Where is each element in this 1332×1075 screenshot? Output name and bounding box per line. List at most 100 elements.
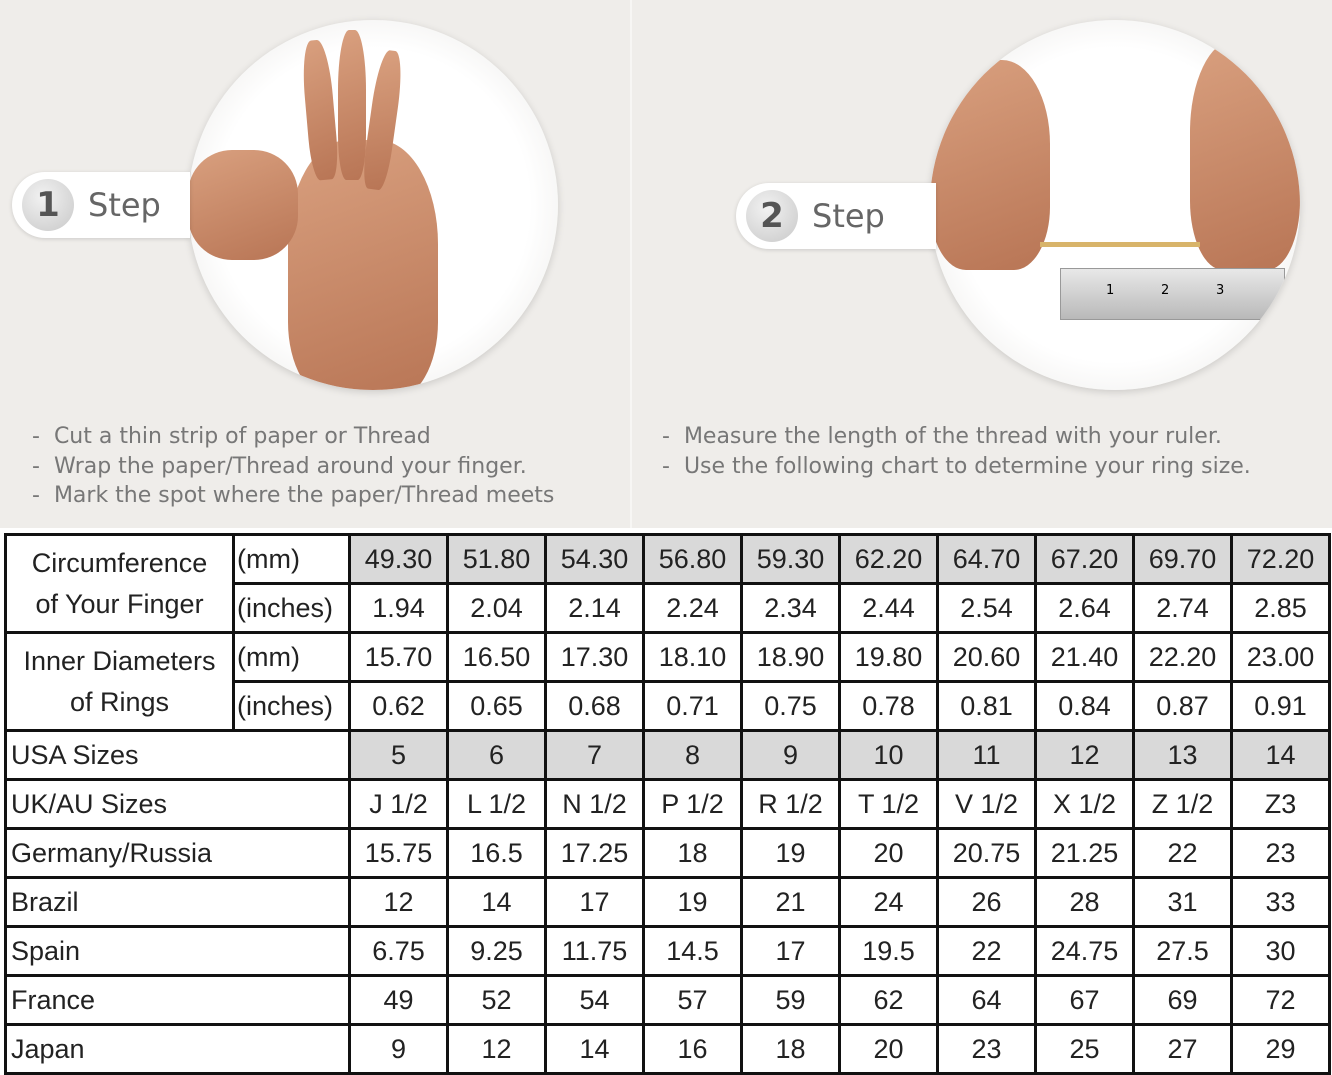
table-cell: 67 (1034, 974, 1135, 1026)
table-cell: N 1/2 (544, 778, 645, 830)
table-cell: 18.90 (740, 631, 841, 683)
table-row: Germany/Russia 15.75 16.5 17.25 18 19 20 20.75 2… (4, 827, 1331, 879)
table-cell: 6.75 (348, 925, 449, 977)
table-cell: 2.34 (740, 582, 841, 634)
inner-diameter-row-mm: Inner Diameters of Rings (mm) 15.70 16.50 17.… (4, 631, 1331, 732)
table-cell: 26 (936, 876, 1037, 928)
unit-label: (mm) (232, 533, 351, 585)
step-number: 2 (746, 190, 798, 242)
table-cell: J 1/2 (348, 778, 449, 830)
instruction: Wrap the paper/Thread around your finger… (32, 452, 554, 482)
table-cell: 13 (1132, 729, 1233, 781)
ring-size-chart: Circumference of Your Finger (mm) 49.30 51.8… (4, 533, 1331, 1075)
table-cell: 2.64 (1034, 582, 1135, 634)
table-cell: 72.20 (1230, 533, 1331, 585)
label-line: Inner Diameters (23, 645, 216, 676)
table-cell: R 1/2 (740, 778, 841, 830)
table-cell: 59 (740, 974, 841, 1026)
unit-label: (mm) (232, 631, 351, 683)
table-cell: 15.70 (348, 631, 449, 683)
table-cell: 7 (544, 729, 645, 781)
instructions-section: 1 Step Cut a thin strip of paper or Thre… (0, 0, 1332, 528)
table-cell: 17.25 (544, 827, 645, 879)
table-cell: 15.75 (348, 827, 449, 879)
circumference-row-mm: Circumference of Your Finger (mm) 49.30 51.8… (4, 533, 1331, 634)
row-label: Brazil (4, 876, 351, 928)
table-cell: 62 (838, 974, 939, 1026)
table-cell: 67.20 (1034, 533, 1135, 585)
table-cell: L 1/2 (446, 778, 547, 830)
table-cell: 22.20 (1132, 631, 1233, 683)
table-cell: 30 (1230, 925, 1331, 977)
unit-label: (inches) (232, 582, 351, 634)
table-cell: 21.25 (1034, 827, 1135, 879)
inner-diameter-row-inches: (inches) 0.62 0.65 0.68 0.71 0.75 0.78 0.81 0.84… (6, 680, 1331, 732)
table-cell: 22 (936, 925, 1037, 977)
table-cell: 14.5 (642, 925, 743, 977)
table-cell: 9.25 (446, 925, 547, 977)
table-cell: 51.80 (446, 533, 547, 585)
table-cell: 17.30 (544, 631, 645, 683)
thread (1040, 242, 1200, 247)
table-cell: 57 (642, 974, 743, 1026)
step-number: 1 (22, 179, 74, 231)
table-cell: 31 (1132, 876, 1233, 928)
table-cell: 64 (936, 974, 1037, 1026)
table-cell: 0.81 (936, 680, 1037, 732)
table-cell: 2.24 (642, 582, 743, 634)
table-cell: 62.20 (838, 533, 939, 585)
table-cell: 14 (544, 1023, 645, 1075)
instruction: Measure the length of the thread with yo… (662, 422, 1251, 452)
table-cell: 19 (740, 827, 841, 879)
circumference-row-inches: (inches) 1.94 2.04 2.14 2.24 2.34 2.44 2.54 2.64… (6, 582, 1331, 634)
table-cell: 14 (1230, 729, 1331, 781)
table-cell: 18 (642, 827, 743, 879)
table-cell: 23 (1230, 827, 1331, 879)
table-row: UK/AU Sizes J 1/2 L 1/2 N 1/2 P 1/2 R 1/2 T 1/… (4, 778, 1331, 830)
table-cell: 0.71 (642, 680, 743, 732)
table-cell: 22 (1132, 827, 1233, 879)
table-cell: 49.30 (348, 533, 449, 585)
step-2-panel: 1 2 3 2 Step Measure the length of the t… (630, 0, 1332, 528)
table-cell: 8 (642, 729, 743, 781)
table-cell: 69 (1132, 974, 1233, 1026)
step-1-badge: 1 Step (12, 172, 190, 238)
table-row: Spain 6.75 9.25 11.75 14.5 17 19.5 22 24.75 27.5 3… (4, 925, 1331, 977)
row-label: Japan (4, 1023, 351, 1075)
table-cell: 19 (642, 876, 743, 928)
table-cell: 20.60 (936, 631, 1037, 683)
table-cell: 18 (740, 1023, 841, 1075)
table-cell: 2.04 (446, 582, 547, 634)
table-row: USA Sizes 5 6 7 8 9 10 11 12 13 14 (4, 729, 1331, 781)
table-cell: 0.65 (446, 680, 547, 732)
table-cell: 33 (1230, 876, 1331, 928)
table-cell: 54.30 (544, 533, 645, 585)
step-1-instructions: Cut a thin strip of paper or Thread Wrap… (32, 422, 554, 511)
label-line: of Rings (69, 686, 170, 717)
table-cell: 72 (1230, 974, 1331, 1026)
table-cell: 0.68 (544, 680, 645, 732)
table-cell: 0.91 (1230, 680, 1331, 732)
table-cell: 2.85 (1230, 582, 1331, 634)
table-cell: 14 (446, 876, 547, 928)
table-cell: 0.87 (1132, 680, 1233, 732)
table-cell: 9 (740, 729, 841, 781)
step-label: Step (812, 197, 885, 235)
table-cell: 64.70 (936, 533, 1037, 585)
instruction: Use the following chart to determine you… (662, 452, 1251, 482)
table-cell: 1.94 (348, 582, 449, 634)
table-cell: 27.5 (1132, 925, 1233, 977)
table-cell: 11 (936, 729, 1037, 781)
table-cell: 12 (1034, 729, 1135, 781)
table-cell: 0.84 (1034, 680, 1135, 732)
table-cell: X 1/2 (1034, 778, 1135, 830)
step-2-badge: 2 Step (736, 183, 936, 249)
table-cell: 0.75 (740, 680, 841, 732)
table-cell: 56.80 (642, 533, 743, 585)
table-cell: 2.74 (1132, 582, 1233, 634)
table-cell: 21.40 (1034, 631, 1135, 683)
table-cell: Z 1/2 (1132, 778, 1233, 830)
table-cell: T 1/2 (838, 778, 939, 830)
table-cell: 24 (838, 876, 939, 928)
table-cell: 16 (642, 1023, 743, 1075)
